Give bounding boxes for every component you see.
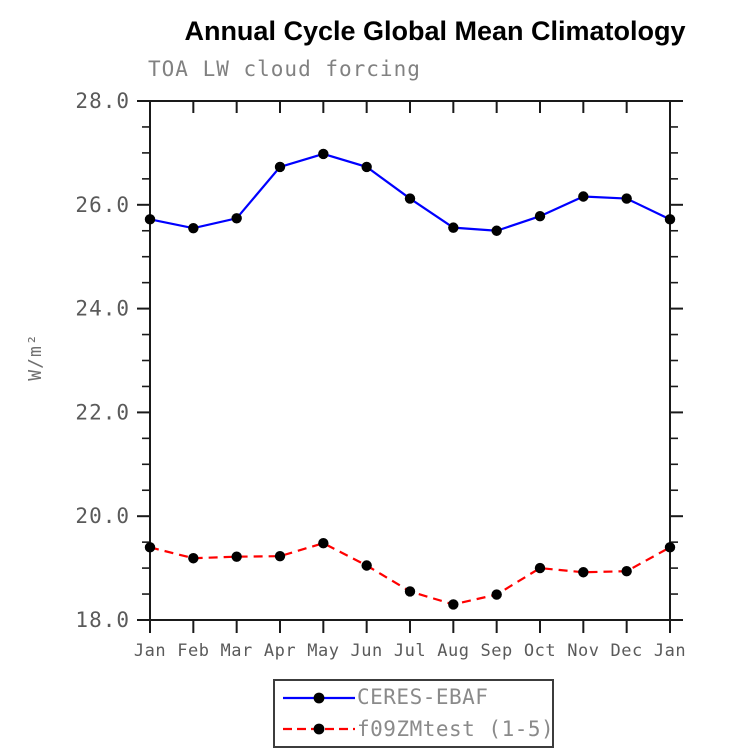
series-line-0 (149, 152, 671, 232)
x-tick-label: Jul (394, 641, 426, 661)
chart-title: Annual Cycle Global Mean Climatology (184, 16, 686, 46)
legend-line-dashed-icon (283, 723, 355, 735)
data-point (274, 550, 286, 562)
y-tick-label: 26.0 (75, 193, 130, 217)
data-point (404, 586, 416, 597)
chart-subtitle: TOA LW cloud forcing (148, 57, 421, 81)
legend-line-solid-icon (283, 692, 355, 704)
y-tick-label: 28.0 (75, 89, 130, 113)
data-point (361, 161, 372, 173)
data-point (664, 542, 676, 553)
x-tick-label: Jun (351, 641, 383, 661)
x-tick-label: Jan (654, 641, 686, 661)
data-point (318, 537, 329, 549)
data-point (578, 567, 589, 578)
data-point (231, 213, 242, 224)
data-point (491, 225, 502, 236)
data-point (534, 562, 546, 574)
data-point (144, 542, 156, 553)
y-tick-label: 22.0 (75, 400, 130, 424)
data-point (361, 560, 372, 571)
data-point (274, 161, 286, 173)
y-tick-label: 24.0 (75, 297, 130, 321)
legend-item-f09zmtest: f09ZMtest (1-5) (275, 714, 555, 744)
data-point (448, 222, 459, 233)
x-tick-label: Aug (437, 641, 469, 661)
data-point (664, 214, 676, 225)
data-point (231, 551, 242, 562)
data-point (188, 553, 199, 564)
x-tick-label: Feb (177, 641, 209, 661)
y-tick-label: 18.0 (75, 608, 130, 632)
x-tick-label: Jan (134, 641, 166, 661)
x-tick-label: Sep (481, 641, 513, 661)
chart-canvas: 18.0 20.0 22.0 24.0 26.0 28.0 Jan Feb Mar Apr May J… (75, 89, 686, 661)
x-tick-label: May (307, 641, 339, 661)
data-point (318, 148, 329, 160)
legend-item-ceres-ebaf: CERES-EBAF (275, 683, 552, 713)
data-point (404, 193, 416, 204)
data-point (144, 214, 156, 225)
legend-label: CERES-EBAF (357, 685, 489, 710)
data-point (621, 566, 632, 577)
data-point (621, 193, 632, 204)
x-tick-label: Dec (611, 641, 643, 661)
axis-frame (149, 100, 671, 621)
legend: CERES-EBAF f09ZMtest (1-5) (273, 679, 554, 748)
x-tick-label: Oct (524, 641, 556, 661)
data-point (491, 589, 502, 600)
data-point (534, 211, 546, 222)
x-tick-label: Mar (221, 641, 253, 661)
x-tick-label: Apr (264, 641, 296, 661)
x-tick-label: Nov (567, 641, 599, 661)
data-point (578, 191, 589, 202)
legend-label: f09ZMtest (1-5) (357, 716, 555, 741)
data-point (188, 222, 199, 234)
y-tick-label: 20.0 (75, 504, 130, 528)
data-point (448, 599, 459, 610)
